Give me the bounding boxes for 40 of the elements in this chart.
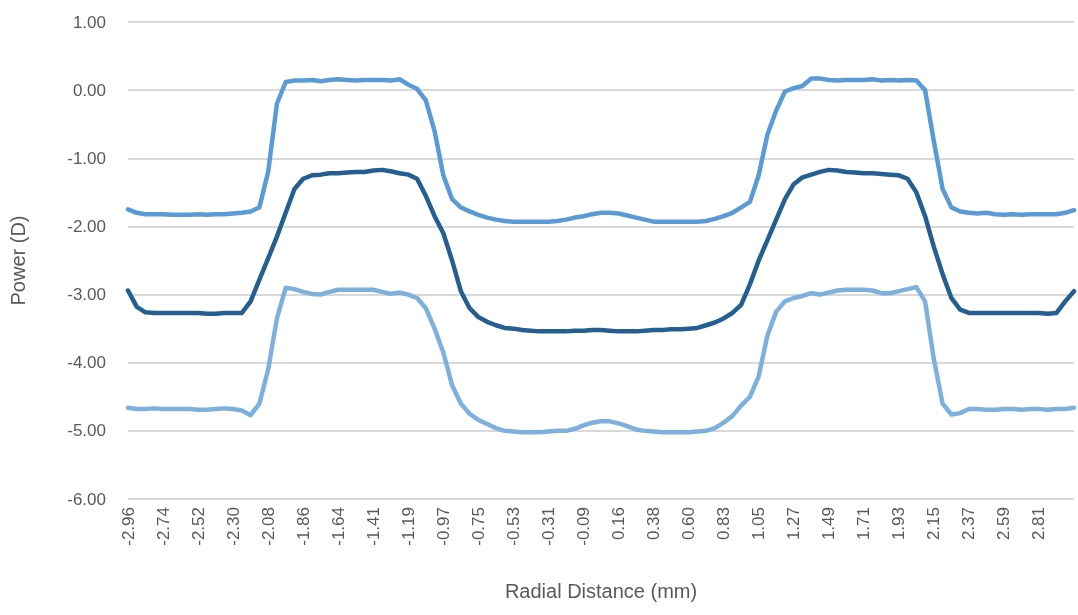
x-tick-label: -0.75 — [468, 507, 488, 546]
x-tick-label: -1.86 — [293, 507, 313, 546]
x-tick-label: 1.93 — [889, 507, 909, 541]
x-tick-label: 0.83 — [714, 507, 734, 541]
line-series — [125, 284, 1077, 435]
line-series — [125, 76, 1077, 224]
x-tick-label: -2.74 — [153, 507, 173, 546]
x-tick-label: 2.81 — [1029, 507, 1049, 541]
x-tick-label: -1.41 — [363, 507, 383, 546]
x-tick-label: -1.19 — [398, 507, 418, 546]
x-tick-label: 2.15 — [924, 507, 944, 541]
y-tick-label: -5.00 — [67, 421, 106, 441]
y-tick-label: 1.00 — [72, 12, 106, 32]
x-tick-label: 1.49 — [819, 507, 839, 541]
x-tick-label: -2.96 — [118, 507, 138, 546]
y-axis-title: Power (D) — [7, 215, 29, 306]
x-tick-label: -2.30 — [223, 507, 243, 546]
y-tick-label: -3.00 — [67, 285, 106, 305]
x-tick-label: 0.16 — [609, 507, 629, 541]
x-tick-label: -2.08 — [258, 507, 278, 546]
y-tick-label: -2.00 — [67, 216, 106, 236]
x-tick-label: 2.59 — [994, 507, 1014, 541]
x-tick-label: 1.05 — [749, 507, 769, 541]
x-tick-label: 1.27 — [784, 507, 804, 541]
x-tick-label: 2.37 — [959, 507, 979, 541]
y-tick-label: 0.00 — [72, 80, 106, 100]
x-tick-label: -0.97 — [433, 507, 453, 546]
x-tick-label: -0.09 — [573, 507, 593, 546]
x-tick-label: -2.52 — [188, 507, 208, 546]
x-tick-label: 1.71 — [854, 507, 874, 541]
y-tick-label: -4.00 — [67, 353, 106, 373]
y-tick-label: -1.00 — [67, 148, 106, 168]
x-tick-label: -0.31 — [538, 507, 558, 546]
y-tick-label: -6.00 — [67, 489, 106, 509]
line-series — [125, 167, 1077, 334]
x-tick-label: 0.38 — [644, 507, 664, 541]
x-tick-label: -1.64 — [328, 507, 348, 546]
x-tick-label: 0.60 — [679, 507, 699, 541]
x-tick-label: -0.53 — [503, 507, 523, 546]
x-axis-title: Radial Distance (mm) — [504, 580, 698, 602]
